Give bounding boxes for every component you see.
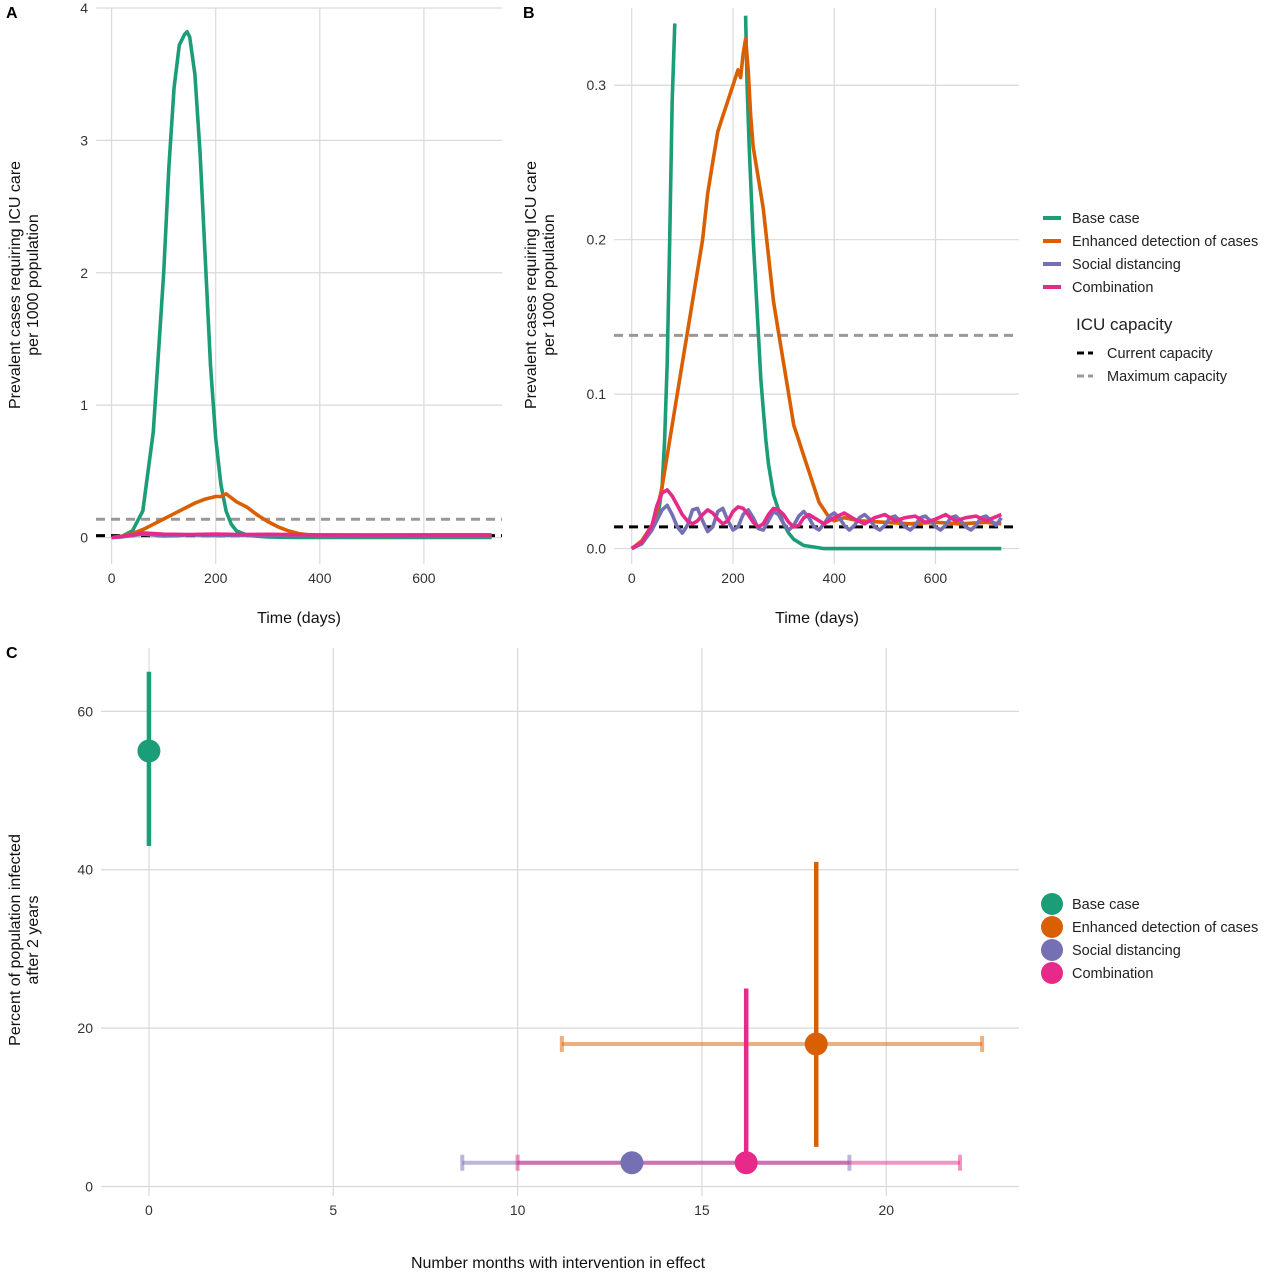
panel-b-series-combination — [630, 488, 1002, 551]
panel-c-x-ticks: 0 5 10 15 20 — [145, 1202, 894, 1218]
panel-c-enhanced-detection-of-cases-point — [804, 1032, 828, 1056]
legend-bottom-swatch-base — [1041, 893, 1063, 915]
panel-b-y-ticks: 0.0 0.1 0.2 0.3 — [587, 77, 607, 556]
panel-c-x-tick-label: 15 — [694, 1202, 710, 1218]
panel-c-error-bars — [146, 671, 985, 1171]
panel-c-y-tick-label: 60 — [77, 703, 93, 719]
legend-top-label-maximum: Maximum capacity — [1107, 369, 1228, 385]
panel-c-x-tick-label: 20 — [878, 1202, 894, 1218]
legend-top: Base case Enhanced detection of cases So… — [1043, 211, 1258, 385]
panel-b-letter: B — [523, 5, 535, 22]
panel-b-x-tick-label: 400 — [823, 570, 847, 586]
panel-b-y-label-line1: Prevalent cases requiring ICU care — [523, 161, 540, 409]
panel-a-letter: A — [6, 5, 18, 22]
panel-a-x-tick-label: 200 — [204, 570, 228, 586]
panel-a-grid — [96, 7, 502, 564]
panel-c-x-tick-label: 5 — [329, 1202, 337, 1218]
panel-a-x-label: Time (days) — [257, 610, 341, 627]
legend-bottom-swatch-combination — [1041, 962, 1063, 984]
panel-c-social-distancing-point — [620, 1151, 644, 1175]
panel-c-x-tick-label: 10 — [510, 1202, 526, 1218]
panel-b-y-tick-label: 0.3 — [587, 77, 607, 93]
panel-c-letter: C — [6, 645, 18, 662]
panel-b-y-label-line2: per 1000 population — [541, 214, 558, 355]
panel-b-y-tick-label: 0.1 — [587, 386, 607, 402]
legend-top-label-base: Base case — [1072, 211, 1140, 227]
panel-b-x-tick-label: 0 — [628, 570, 636, 586]
legend-top-label-combination: Combination — [1072, 280, 1153, 296]
panel-a-series-base-case — [111, 30, 492, 540]
panel-a-series — [111, 30, 492, 540]
panel-c-y-tick-label: 0 — [85, 1178, 93, 1194]
panel-a-x-tick-label: 0 — [108, 570, 116, 586]
panel-c-y-label-line2: after 2 years — [25, 896, 42, 985]
panel-c-y-label-line1: Percent of population infected — [7, 834, 24, 1046]
panel-b-series-base-case — [743, 15, 1002, 551]
panel-a-y-tick-label: 0 — [80, 530, 88, 546]
panel-b-x-label: Time (days) — [775, 610, 859, 627]
panel-b-series — [630, 15, 1003, 551]
legend-top-label-current: Current capacity — [1107, 346, 1213, 362]
panel-a-y-label-line1: Prevalent cases requiring ICU care — [7, 161, 24, 409]
panel-b-x-tick-label: 200 — [721, 570, 745, 586]
panel-a-y-label-line2: per 1000 population — [25, 214, 42, 355]
panel-c-grid — [101, 648, 1019, 1196]
legend-top-capacity-title: ICU capacity — [1076, 315, 1173, 334]
panel-c-points — [137, 739, 828, 1175]
panel-b: B 0 200 400 600 0.0 0.1 0.2 0.3 Time (days) Pr… — [523, 5, 1019, 627]
panel-b-x-ticks: 0 200 400 600 — [628, 570, 948, 586]
panel-c-combination-point — [734, 1151, 758, 1175]
legend-bottom-label-social: Social distancing — [1072, 943, 1181, 959]
panel-b-grid — [614, 8, 1019, 564]
legend-bottom-label-base: Base case — [1072, 897, 1140, 913]
legend-bottom-label-enhanced: Enhanced detection of cases — [1072, 920, 1258, 936]
panel-b-y-tick-label: 0.2 — [587, 232, 607, 248]
panel-c-y-tick-label: 20 — [77, 1020, 93, 1036]
panel-a-y-tick-label: 4 — [80, 0, 88, 16]
panel-a-y-tick-label: 1 — [80, 397, 88, 413]
panel-a: A 0 200 400 600 0 1 2 3 4 Time (days) Prevalent… — [6, 0, 502, 627]
panel-b-series-enhanced-detection-of-cases — [630, 37, 1002, 551]
legend-bottom-swatch-social — [1041, 939, 1063, 961]
panel-c-y-tick-label: 40 — [77, 862, 93, 878]
panel-a-x-ticks: 0 200 400 600 — [108, 570, 436, 586]
panel-c-x-tick-label: 0 — [145, 1202, 153, 1218]
panel-b-y-tick-label: 0.0 — [587, 541, 607, 557]
panel-a-y-tick-label: 3 — [80, 132, 88, 148]
legend-top-label-enhanced: Enhanced detection of cases — [1072, 234, 1258, 250]
panel-c-base-case-point — [137, 739, 161, 763]
legend-bottom-swatch-enhanced — [1041, 916, 1063, 938]
legend-bottom: Base case Enhanced detection of cases So… — [1041, 893, 1258, 984]
panel-a-x-tick-label: 600 — [412, 570, 436, 586]
panel-a-series-enhanced-detection-of-cases — [111, 492, 492, 540]
panel-c: C 0 5 10 15 20 0 20 40 60 Number months with in… — [6, 645, 1019, 1272]
panel-b-x-tick-label: 600 — [924, 570, 948, 586]
panel-b-series-base-case — [630, 23, 677, 551]
panel-a-y-ticks: 0 1 2 3 4 — [80, 0, 88, 546]
legend-bottom-label-combination: Combination — [1072, 966, 1153, 982]
panel-b-series-social-distancing — [630, 503, 1003, 551]
panel-c-y-ticks: 0 20 40 60 — [77, 703, 93, 1194]
panel-a-x-tick-label: 400 — [308, 570, 332, 586]
panel-c-x-label: Number months with intervention in effec… — [411, 1255, 706, 1272]
panel-a-series-combination — [111, 531, 492, 540]
panel-a-y-tick-label: 2 — [80, 265, 88, 281]
legend-top-label-social: Social distancing — [1072, 257, 1181, 273]
